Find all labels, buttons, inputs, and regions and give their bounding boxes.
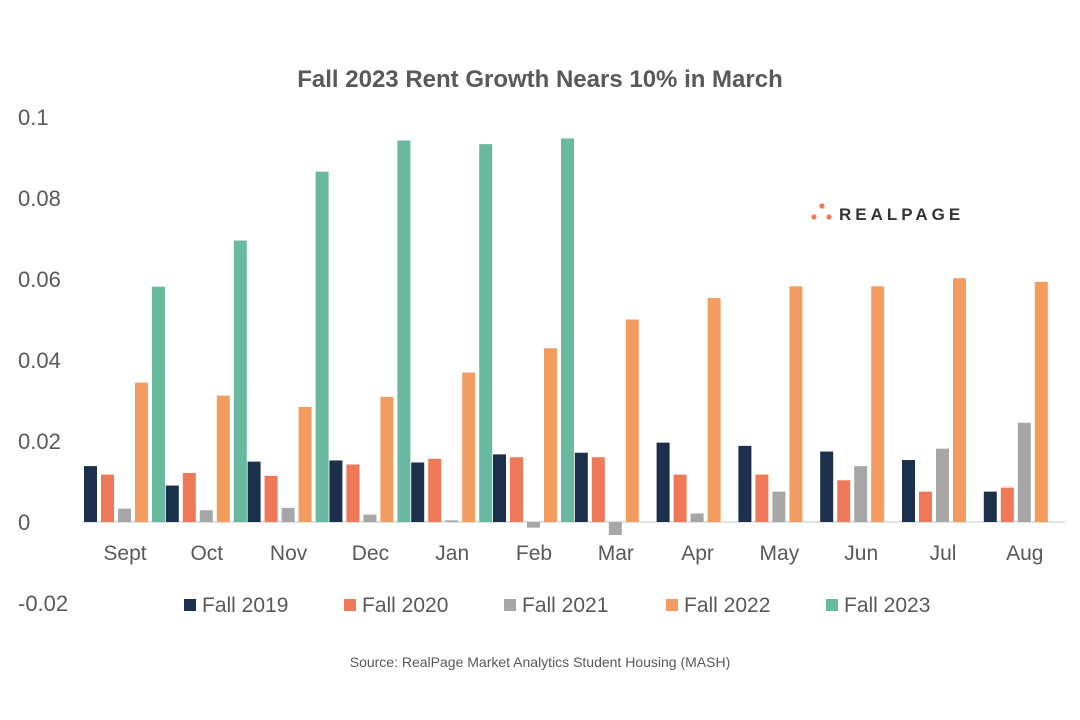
x-category-label: Sept	[103, 542, 146, 565]
bar-fall-2019-feb	[493, 454, 506, 522]
bar-fall-2022-feb	[544, 348, 557, 522]
source-note: Source: RealPage Market Analytics Studen…	[350, 654, 731, 670]
bar-fall-2022-jul	[953, 278, 966, 522]
bar-fall-2022-nov	[298, 406, 312, 522]
x-category-label: Nov	[270, 542, 308, 565]
bar-fall-2020-jan	[428, 458, 442, 522]
bar-fall-2022-apr	[707, 298, 721, 522]
x-category-label: Feb	[516, 542, 552, 565]
bar-fall-2019-jan	[411, 462, 425, 522]
bar-fall-2020-nov	[264, 475, 278, 522]
legend-swatch	[504, 599, 516, 611]
legend-swatch	[826, 599, 838, 611]
bar-fall-2019-nov	[247, 461, 261, 522]
y-tick-label: 0.04	[18, 348, 61, 373]
bar-fall-2020-sept	[101, 474, 114, 522]
chart-title: Fall 2023 Rent Growth Nears 10% in March	[297, 66, 783, 93]
bar-fall-2021-oct	[199, 510, 213, 522]
bar-fall-2019-oct	[165, 485, 179, 522]
bar-fall-2020-dec	[346, 464, 360, 522]
bar-fall-2023-dec	[397, 140, 411, 523]
x-category-label: Dec	[352, 542, 389, 565]
bar-fall-2020-mar	[591, 457, 605, 522]
x-category-label: Mar	[598, 542, 634, 565]
bar-fall-2023-nov	[315, 171, 329, 523]
x-category-label: Jul	[930, 542, 957, 565]
bar-fall-2020-aug	[1000, 487, 1014, 522]
bar-fall-2022-may	[789, 286, 803, 522]
legend-label: Fall 2020	[362, 594, 448, 617]
bar-fall-2022-aug	[1034, 281, 1048, 522]
bar-fall-2022-mar	[625, 319, 639, 522]
bar-fall-2019-dec	[329, 460, 343, 522]
legend-label: Fall 2019	[202, 594, 288, 617]
bar-fall-2023-jan	[479, 144, 493, 522]
realpage-logo: REALPAGE	[811, 203, 964, 224]
legend-label: Fall 2021	[522, 594, 608, 617]
bar-fall-2020-oct	[182, 472, 196, 522]
bar-fall-2021-jun	[854, 466, 868, 522]
bar-fall-2019-aug	[983, 491, 997, 522]
bar-fall-2019-mar	[574, 452, 588, 522]
bar-fall-2020-jun	[837, 480, 851, 522]
y-tick-label: -0.02	[18, 591, 68, 616]
bar-fall-2021-sept	[118, 508, 131, 522]
bar-fall-2022-sept	[135, 382, 148, 522]
y-tick-label: 0.02	[18, 429, 61, 454]
bar-fall-2019-jun	[820, 451, 834, 522]
x-category-label: May	[760, 542, 800, 565]
bar-fall-2019-may	[738, 445, 752, 522]
bar-fall-2023-oct	[233, 240, 247, 522]
x-category-label: Aug	[1006, 542, 1043, 565]
logo-text: REALPAGE	[839, 205, 964, 224]
legend-label: Fall 2022	[684, 594, 770, 617]
bar-fall-2021-jan	[445, 520, 459, 522]
bar-fall-2021-feb	[527, 522, 540, 528]
x-category-label: Jun	[844, 542, 878, 565]
bar-fall-2021-jul	[936, 448, 949, 522]
bar-fall-2020-apr	[673, 474, 687, 522]
bar-fall-2022-jun	[871, 286, 885, 522]
bar-fall-2020-feb	[510, 457, 523, 522]
x-category-label: Apr	[681, 542, 714, 565]
bar-fall-2020-jul	[919, 491, 932, 522]
x-category-label: Oct	[190, 542, 223, 565]
bar-fall-2019-jul	[902, 460, 915, 522]
x-category-label: Jan	[435, 542, 469, 565]
bar-fall-2021-may	[772, 491, 786, 522]
bar-fall-2022-oct	[216, 395, 230, 522]
bar-fall-2022-jan	[462, 372, 476, 522]
bar-fall-2021-dec	[363, 514, 377, 522]
bar-fall-2021-aug	[1017, 422, 1031, 522]
y-tick-label: 0.08	[18, 186, 61, 211]
bar-fall-2021-nov	[281, 507, 295, 522]
bar-fall-2021-mar	[608, 522, 622, 535]
y-tick-label: 0.06	[18, 267, 61, 292]
bar-fall-2020-may	[755, 474, 769, 522]
y-tick-label: 0.1	[18, 105, 49, 130]
legend-swatch	[184, 599, 196, 611]
bar-fall-2021-apr	[690, 513, 704, 522]
legend-swatch	[344, 599, 356, 611]
bar-fall-2019-apr	[656, 442, 670, 522]
legend-label: Fall 2023	[844, 594, 930, 617]
legend-swatch	[666, 599, 678, 611]
bar-fall-2023-sept	[152, 286, 165, 522]
bar-fall-2022-dec	[380, 396, 394, 522]
bar-fall-2019-sept	[84, 466, 97, 522]
y-tick-label: 0	[18, 510, 30, 535]
bar-fall-2023-feb	[561, 138, 574, 522]
